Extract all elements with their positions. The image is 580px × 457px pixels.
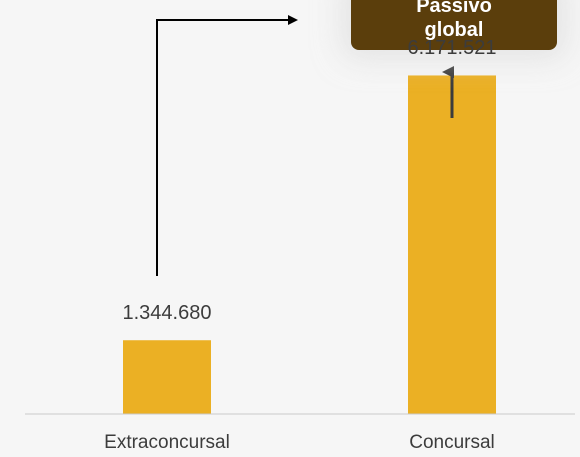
callout-box: Passivo global (351, 0, 557, 50)
category-label-extraconcursal: Extraconcursal (104, 432, 230, 453)
bar-concursal (408, 75, 496, 414)
bars-layer (123, 75, 496, 414)
category-label-concursal: Concursal (409, 432, 495, 453)
connector-arrow (156, 15, 298, 276)
value-label-concursal: 6.171.521 (407, 37, 497, 60)
value-label-extraconcursal: 1.344.680 (122, 302, 212, 325)
callout-label: Passivo global (416, 0, 492, 41)
bar-extraconcursal (123, 340, 211, 414)
